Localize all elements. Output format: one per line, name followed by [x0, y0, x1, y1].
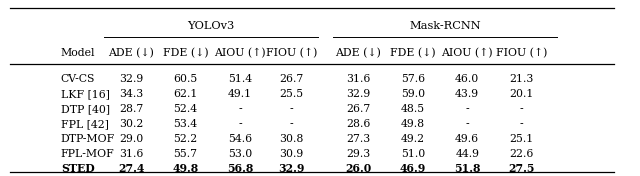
Text: DTP [40]: DTP [40] — [61, 104, 110, 114]
Text: -: - — [238, 104, 242, 114]
Text: 51.8: 51.8 — [454, 164, 481, 174]
Text: 62.1: 62.1 — [173, 89, 198, 99]
Text: -: - — [289, 104, 293, 114]
Text: 25.5: 25.5 — [279, 89, 303, 99]
Text: LKF [16]: LKF [16] — [61, 89, 109, 99]
Text: 32.9: 32.9 — [119, 74, 143, 84]
Text: 52.2: 52.2 — [173, 134, 198, 144]
Text: 30.2: 30.2 — [119, 119, 143, 129]
Text: 59.0: 59.0 — [401, 89, 425, 99]
Text: 34.3: 34.3 — [119, 89, 143, 99]
Text: 57.6: 57.6 — [401, 74, 425, 84]
Text: 43.9: 43.9 — [455, 89, 479, 99]
Text: 46.9: 46.9 — [399, 164, 426, 174]
Text: DTP-MOF: DTP-MOF — [61, 134, 115, 144]
Text: FDE (↓): FDE (↓) — [163, 48, 209, 58]
Text: 56.8: 56.8 — [227, 164, 253, 174]
Text: AIOU (↑): AIOU (↑) — [442, 48, 493, 58]
Text: FPL [42]: FPL [42] — [61, 119, 109, 129]
Text: 44.9: 44.9 — [455, 149, 479, 159]
Text: 51.4: 51.4 — [228, 74, 252, 84]
Text: -: - — [238, 119, 242, 129]
Text: CV-CS: CV-CS — [61, 74, 95, 84]
Text: 29.0: 29.0 — [119, 134, 143, 144]
Text: -: - — [520, 119, 524, 129]
Text: 49.2: 49.2 — [401, 134, 425, 144]
Text: 30.9: 30.9 — [279, 149, 303, 159]
Text: 28.7: 28.7 — [119, 104, 143, 114]
Text: 22.6: 22.6 — [509, 149, 534, 159]
Text: 46.0: 46.0 — [455, 74, 479, 84]
Text: FIOU (↑): FIOU (↑) — [496, 48, 547, 58]
Text: 51.0: 51.0 — [401, 149, 425, 159]
Text: 53.0: 53.0 — [228, 149, 252, 159]
Text: FIOU (↑): FIOU (↑) — [266, 48, 317, 58]
Text: -: - — [465, 119, 469, 129]
Text: 49.8: 49.8 — [172, 164, 199, 174]
Text: Model: Model — [61, 48, 95, 58]
Text: 60.5: 60.5 — [173, 74, 198, 84]
Text: 32.9: 32.9 — [346, 89, 371, 99]
Text: FDE (↓): FDE (↓) — [390, 48, 436, 58]
Text: 31.6: 31.6 — [119, 149, 143, 159]
Text: 49.1: 49.1 — [228, 89, 252, 99]
Text: 26.7: 26.7 — [346, 104, 371, 114]
Text: FPL-MOF: FPL-MOF — [61, 149, 115, 159]
Text: 30.8: 30.8 — [279, 134, 303, 144]
Text: Mask-RCNN: Mask-RCNN — [409, 21, 481, 30]
Text: 49.6: 49.6 — [455, 134, 479, 144]
Text: 28.6: 28.6 — [346, 119, 371, 129]
Text: 48.5: 48.5 — [401, 104, 425, 114]
Text: 31.6: 31.6 — [346, 74, 371, 84]
Text: -: - — [465, 104, 469, 114]
Text: 32.9: 32.9 — [278, 164, 305, 174]
Text: 54.6: 54.6 — [228, 134, 252, 144]
Text: 21.3: 21.3 — [509, 74, 534, 84]
Text: -: - — [520, 104, 524, 114]
Text: 53.4: 53.4 — [173, 119, 198, 129]
Text: YOLOv3: YOLOv3 — [188, 21, 235, 30]
Text: 52.4: 52.4 — [173, 104, 198, 114]
Text: 55.7: 55.7 — [173, 149, 198, 159]
Text: ADE (↓): ADE (↓) — [108, 48, 154, 58]
Text: 26.0: 26.0 — [345, 164, 372, 174]
Text: 27.5: 27.5 — [508, 164, 535, 174]
Text: 27.3: 27.3 — [346, 134, 371, 144]
Text: ADE (↓): ADE (↓) — [335, 48, 381, 58]
Text: 29.3: 29.3 — [346, 149, 371, 159]
Text: 20.1: 20.1 — [509, 89, 534, 99]
Text: 49.8: 49.8 — [401, 119, 425, 129]
Text: 25.1: 25.1 — [509, 134, 534, 144]
Text: -: - — [289, 119, 293, 129]
Text: STED: STED — [61, 164, 95, 174]
Text: 26.7: 26.7 — [279, 74, 303, 84]
Text: AIOU (↑): AIOU (↑) — [214, 48, 266, 58]
Text: 27.4: 27.4 — [118, 164, 145, 174]
